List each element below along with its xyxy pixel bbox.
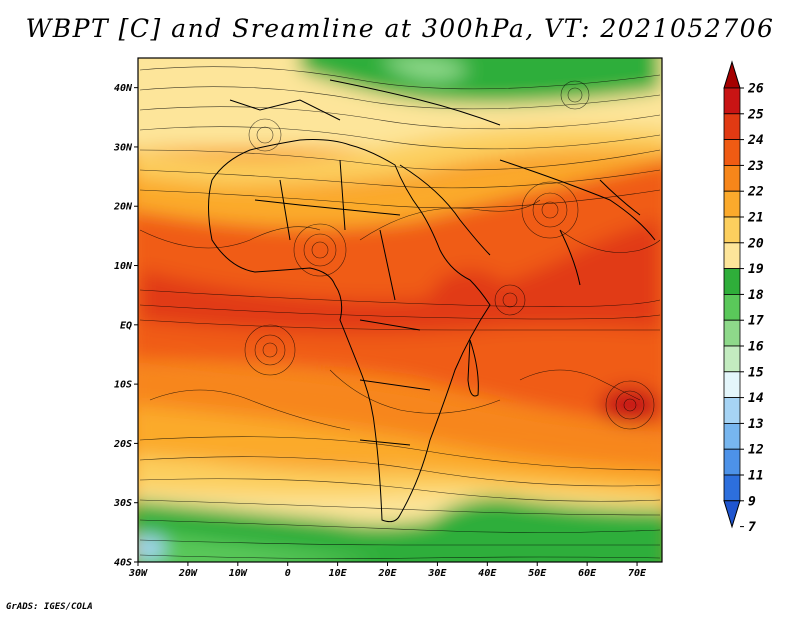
wbpt-field	[138, 58, 662, 562]
colorbar-label: 23	[747, 159, 764, 174]
colorbar-label: 15	[748, 365, 764, 380]
colorbar-label: 13	[748, 417, 764, 432]
colorbar-label: 25	[747, 107, 764, 122]
lon-label: 60E	[578, 568, 597, 579]
colorbar-arrow-bottom	[723, 500, 741, 529]
longitude-axis: 30W 20W 10W 0 10E 20E 30E 40E 50E 60E 70E	[128, 562, 647, 579]
colorbar-swatch	[723, 474, 741, 502]
lon-label: 20E	[377, 568, 397, 579]
lon-label: 10E	[329, 568, 348, 579]
colorbar-label: 12	[748, 443, 764, 458]
colorbar-label: 22	[747, 185, 764, 200]
colorbar-swatch	[723, 319, 741, 347]
map-title: WBPT [C] and Sreamline at 300hPa, VT: 20…	[25, 14, 775, 43]
lon-label: 30E	[427, 568, 447, 579]
credit-text: GrADS: IGES/COLA	[6, 602, 93, 612]
colorbar-swatch	[723, 448, 741, 476]
colorbar-swatch	[723, 139, 741, 166]
coastlines	[208, 79, 656, 523]
lat-label: 30S	[113, 498, 132, 509]
colorbar-label: 20	[747, 236, 764, 251]
colorbar-swatch	[723, 397, 741, 424]
colorbar-label: 26	[747, 82, 764, 97]
colorbar-label: 21	[747, 211, 764, 226]
lat-label: 20S	[113, 439, 132, 450]
colorbar-label: 19	[748, 262, 764, 277]
lon-label: 50E	[528, 568, 547, 579]
colorbar-swatch	[723, 268, 741, 295]
lon-label: 70E	[628, 568, 647, 579]
lat-label: 10N	[114, 261, 133, 272]
lat-label: EQ	[120, 320, 132, 331]
colorbar-label: 18	[748, 288, 764, 303]
lon-label: 30W	[128, 568, 148, 579]
lat-label: 40S	[114, 558, 132, 569]
colorbar-swatch	[723, 422, 741, 450]
colorbar-label: 9	[748, 494, 756, 509]
colorbar-label: 24	[747, 133, 764, 148]
colorbar-swatch	[723, 87, 741, 115]
colorbar-label: 16	[748, 340, 764, 355]
colorbar-swatch	[723, 293, 741, 321]
colorbar-swatch	[723, 345, 741, 373]
lat-label: 30N	[113, 142, 133, 153]
colorbar-label: 7	[748, 520, 756, 535]
colorbar-swatch	[723, 164, 741, 192]
lon-label: 10W	[229, 568, 248, 579]
streamlines	[139, 66, 661, 559]
lat-label: 20N	[113, 202, 133, 213]
lon-label: 0	[285, 568, 291, 579]
colorbar-swatch	[723, 190, 741, 218]
latitude-axis: 40N 30N 20N 10N EQ 10S 20S 30S 40S	[113, 83, 138, 569]
colorbar-label: 14	[748, 391, 764, 406]
colorbar-label: 11	[748, 469, 764, 484]
colorbar-swatch	[723, 242, 741, 270]
lon-label: 20W	[178, 568, 198, 579]
colorbar-arrow-top	[723, 60, 741, 89]
colorbar-swatch	[723, 113, 741, 141]
colorbar-label: 17	[748, 314, 764, 329]
lon-label: 40E	[478, 568, 497, 579]
colorbar-swatch	[723, 216, 741, 244]
lat-label: 10S	[114, 380, 132, 391]
colorbar: 26 25 24 23 22 21 20 19 18 17 16 15 14 13 12 11 9 7	[723, 60, 764, 535]
colorbar-swatch	[723, 371, 741, 398]
lat-label: 40N	[114, 83, 133, 94]
map-frame	[137, 57, 663, 563]
